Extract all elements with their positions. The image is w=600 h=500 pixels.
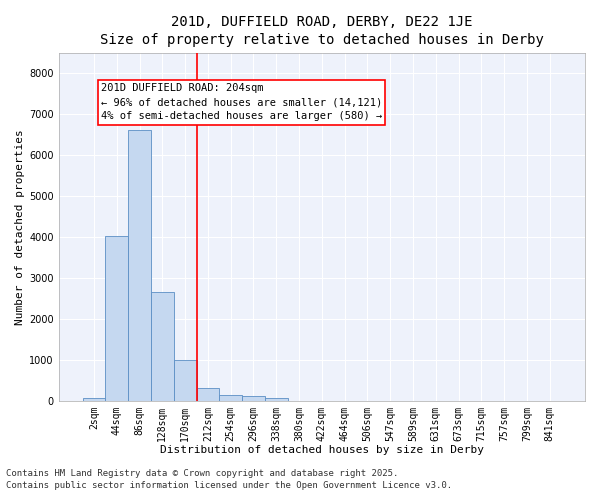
Title: 201D, DUFFIELD ROAD, DERBY, DE22 1JE
Size of property relative to detached house: 201D, DUFFIELD ROAD, DERBY, DE22 1JE Siz… [100,15,544,48]
X-axis label: Distribution of detached houses by size in Derby: Distribution of detached houses by size … [160,445,484,455]
Bar [219,396,242,400]
Bar [128,130,151,400]
Text: 201D DUFFIELD ROAD: 204sqm
← 96% of detached houses are smaller (14,121)
4% of s: 201D DUFFIELD ROAD: 204sqm ← 96% of deta… [101,84,382,122]
Bar [106,236,128,400]
Y-axis label: Number of detached properties: Number of detached properties [15,129,25,324]
Bar [151,292,174,401]
Bar [83,398,106,400]
Bar [242,396,265,400]
Bar [265,398,287,400]
Bar [174,360,197,401]
Bar [197,388,219,400]
Text: Contains HM Land Registry data © Crown copyright and database right 2025.
Contai: Contains HM Land Registry data © Crown c… [6,469,452,490]
